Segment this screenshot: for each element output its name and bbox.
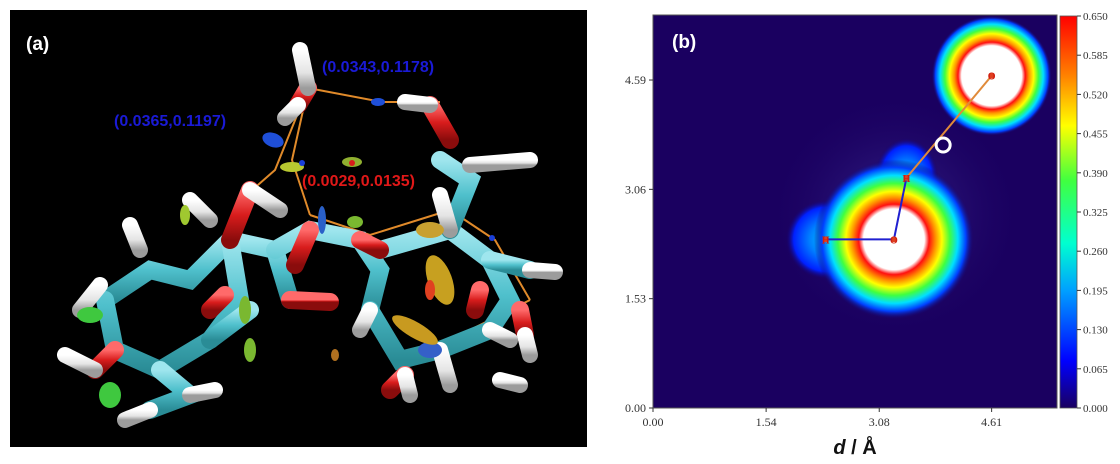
nci-isosurfaces bbox=[77, 98, 495, 408]
y-tick-label-1: 1.53 bbox=[625, 292, 646, 306]
x-axis-label: d / Å bbox=[833, 435, 876, 459]
x-tick-label-1: 1.54 bbox=[756, 415, 777, 429]
hydrogen-bonds bbox=[57, 42, 563, 428]
atom-marker-1 bbox=[903, 174, 910, 181]
colorbar-tick-label-4: 0.260 bbox=[1083, 246, 1108, 258]
colorbar-tick-label-6: 0.390 bbox=[1083, 168, 1108, 180]
bond-critical-point bbox=[934, 136, 952, 154]
density-heatmap-chart: O H O H 0.00 1.54 3.08 4.61 0.00 1.53 3.06 4.59 0… bbox=[625, 11, 1108, 459]
carbon-skeleton bbox=[96, 151, 539, 419]
colorbar-tick-label-2: 0.130 bbox=[1083, 325, 1108, 337]
colorbar-tick-label-3: 0.195 bbox=[1083, 285, 1108, 297]
atom-label-1: H bbox=[903, 174, 911, 185]
atom-label-3: H bbox=[822, 235, 830, 246]
atom-label-0: O bbox=[890, 235, 898, 246]
density-map-panel: O H O H 0.00 1.54 3.08 4.61 0.00 1.53 3.06 4.59 0… bbox=[600, 0, 1120, 459]
hydrogen-bond-path bbox=[905, 75, 993, 179]
molecule-render-panel: (a) (0.0343,0.1178) (0.0365,0.1197) (0.0… bbox=[10, 10, 587, 447]
atom-marker-0 bbox=[890, 236, 897, 243]
annotation-weak-interaction: (0.0029,0.0135) bbox=[302, 173, 415, 190]
atom-marker-2 bbox=[988, 72, 995, 79]
y-tick-label-3: 4.59 bbox=[625, 73, 646, 87]
panel-b-label-bg bbox=[655, 18, 705, 58]
x-axis-label-unit: / Å bbox=[846, 435, 877, 459]
colorbar-tick-label-9: 0.585 bbox=[1083, 50, 1108, 62]
annotation-hbond-1: (0.0343,0.1178) bbox=[322, 59, 434, 76]
annotation-hbond-2: (0.0365,0.1197) bbox=[114, 113, 226, 130]
colorbar-tick-label-5: 0.325 bbox=[1083, 207, 1108, 219]
atom-marker-3 bbox=[822, 236, 829, 243]
hydrogen-bond-paths bbox=[249, 87, 531, 356]
colorbar-tick-label-10: 0.650 bbox=[1083, 11, 1108, 23]
colorbar bbox=[1059, 15, 1078, 409]
plot-frame bbox=[652, 14, 1058, 409]
y-tick-label-0: 0.00 bbox=[625, 401, 646, 415]
bond-paths bbox=[825, 75, 993, 241]
atom-label-2: O bbox=[988, 72, 996, 83]
panel-b-label: (b) bbox=[672, 32, 696, 53]
x-tick-label-2: 3.08 bbox=[869, 415, 890, 429]
colorbar-ticks: 0.000 0.065 0.130 0.195 0.260 0.325 0.390 0.455… bbox=[1077, 11, 1108, 415]
x-axis-label-italic: d bbox=[833, 437, 846, 459]
x-tick-label-0: 0.00 bbox=[643, 415, 664, 429]
colorbar-tick-label-1: 0.065 bbox=[1083, 364, 1108, 376]
x-tick-label-3: 4.61 bbox=[981, 415, 1002, 429]
bond-path-O-H-bridge bbox=[892, 177, 908, 240]
colorbar-tick-label-0: 0.000 bbox=[1083, 403, 1108, 415]
y-axis-ticks: 0.00 1.53 3.06 4.59 bbox=[625, 73, 653, 415]
molecule-render: (a) (0.0343,0.1178) (0.0365,0.1197) (0.0… bbox=[26, 34, 563, 428]
y-tick-label-2: 3.06 bbox=[625, 182, 646, 196]
x-axis-ticks: 0.00 1.54 3.08 4.61 bbox=[643, 408, 1002, 429]
colorbar-tick-label-7: 0.455 bbox=[1083, 129, 1108, 141]
panel-a-label: (a) bbox=[26, 34, 49, 55]
colorbar-tick-label-8: 0.520 bbox=[1083, 89, 1108, 101]
atom-markers: O H O H bbox=[822, 72, 996, 247]
